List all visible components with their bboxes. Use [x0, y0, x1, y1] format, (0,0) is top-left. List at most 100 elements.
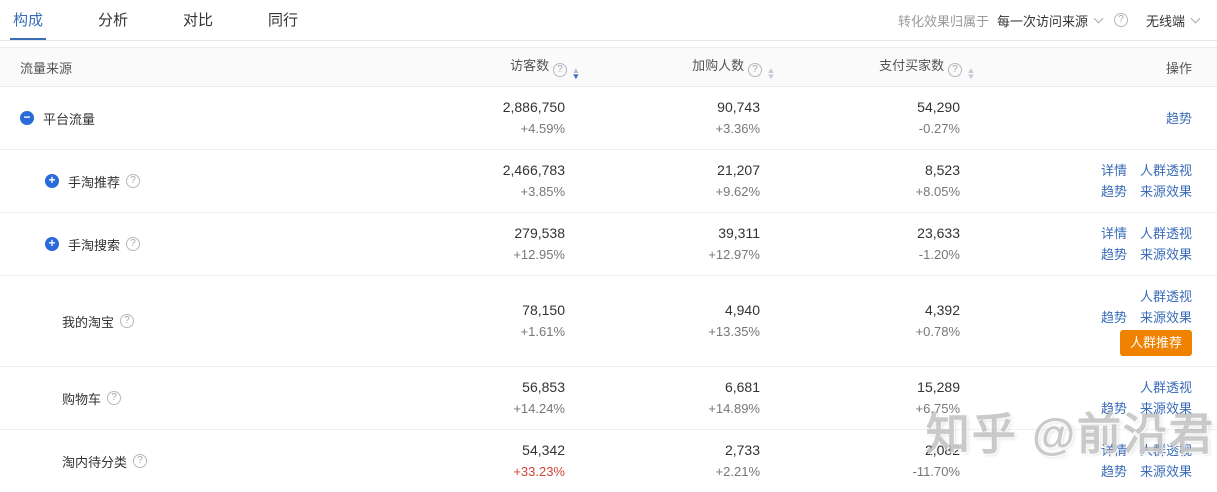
- visitors-cell: 2,466,783 +3.85%: [425, 160, 600, 202]
- tab-bar-tabs: 构成 分析 对比 同行: [10, 0, 301, 40]
- action-link-人群透视[interactable]: 人群透视: [1139, 380, 1192, 395]
- help-icon[interactable]: ?: [748, 62, 763, 77]
- action-link-人群透视[interactable]: 人群透视: [1139, 226, 1192, 241]
- help-icon[interactable]: ?: [120, 314, 135, 328]
- device-select-value: 无线端: [1145, 13, 1185, 29]
- help-icon[interactable]: ?: [133, 454, 148, 468]
- action-link-趋势[interactable]: 趋势: [1100, 310, 1127, 325]
- buyers-delta: +0.78%: [915, 324, 960, 339]
- action-link-来源效果[interactable]: 来源效果: [1139, 247, 1192, 262]
- cart-value: 39,311: [718, 225, 760, 241]
- expand-plus-icon[interactable]: +: [45, 174, 59, 188]
- device-select[interactable]: 无线端: [1145, 11, 1201, 30]
- buyers-cell: 2,082 -11.70%: [795, 440, 995, 482]
- column-header-visitors-label: 访客数: [510, 57, 550, 73]
- visitors-cell: 54,342 +33.23%: [425, 440, 600, 482]
- action-link-趋势[interactable]: 趋势: [1100, 401, 1127, 416]
- action-link-来源效果[interactable]: 来源效果: [1139, 464, 1192, 479]
- visitors-delta: +1.61%: [520, 324, 565, 339]
- action-link-来源效果[interactable]: 来源效果: [1139, 310, 1192, 325]
- action-link-人群透视[interactable]: 人群透视: [1139, 163, 1192, 178]
- tab-对比[interactable]: 对比: [183, 11, 214, 29]
- cart-delta: +9.62%: [715, 184, 760, 199]
- help-icon[interactable]: ?: [107, 391, 122, 405]
- visitors-delta: +14.24%: [513, 401, 565, 416]
- help-icon[interactable]: ?: [553, 62, 568, 77]
- help-icon[interactable]: ?: [126, 237, 141, 251]
- tab-构成[interactable]: 构成: [10, 0, 47, 40]
- action-link-趋势[interactable]: 趋势: [1165, 110, 1192, 126]
- tab-分析[interactable]: 分析: [98, 11, 129, 29]
- source-label: 手淘搜索: [68, 237, 121, 253]
- sort-desc-icon[interactable]: ▼: [966, 71, 976, 81]
- sort-control-buyers[interactable]: ▲ ▼: [966, 65, 976, 81]
- tab-bar: 构成 分析 对比 同行 转化效果归属于 每一次访问来源 ? 无线端: [0, 0, 1217, 41]
- source-label: 淘内待分类: [62, 454, 128, 470]
- cart-delta: +13.35%: [708, 324, 760, 339]
- action-link-详情[interactable]: 详情: [1100, 163, 1127, 178]
- action-line: 详情 人群透视: [995, 160, 1192, 181]
- cart-delta: +12.97%: [708, 247, 760, 262]
- cart-value: 4,940: [724, 302, 760, 318]
- help-icon[interactable]: ?: [126, 174, 141, 188]
- actions-cell: 详情 人群透视 趋势 来源效果: [995, 223, 1217, 265]
- table-row: 淘内待分类 ? 54,342 +33.23% 2,733 +2.21% 2,08…: [0, 430, 1217, 492]
- action-link-趋势[interactable]: 趋势: [1100, 247, 1127, 262]
- action-link-人群透视[interactable]: 人群透视: [1139, 443, 1192, 458]
- source-label: 购物车: [62, 391, 102, 407]
- cart-cell: 2,733 +2.21%: [600, 440, 795, 482]
- action-line: 详情 人群透视: [995, 440, 1192, 461]
- action-link-来源效果[interactable]: 来源效果: [1139, 184, 1192, 199]
- action-line: 趋势 来源效果: [995, 244, 1192, 265]
- buyers-cell: 8,523 +8.05%: [795, 160, 995, 202]
- chevron-down-icon: [1093, 13, 1104, 23]
- action-link-人群透视[interactable]: 人群透视: [1139, 289, 1192, 304]
- action-link-详情[interactable]: 详情: [1100, 226, 1127, 241]
- buyers-cell: 54,290 -0.27%: [795, 97, 995, 139]
- source-label: 平台流量: [43, 111, 96, 127]
- sort-control-cart[interactable]: ▲ ▼: [766, 65, 776, 81]
- expand-plus-icon[interactable]: +: [45, 237, 59, 251]
- visitors-delta: +3.85%: [520, 184, 565, 199]
- cart-cell: 6,681 +14.89%: [600, 377, 795, 419]
- table-row: 我的淘宝 ? 78,150 +1.61% 4,940 +13.35% 4,392…: [0, 276, 1217, 367]
- badge-人群推荐[interactable]: 人群推荐: [1119, 330, 1192, 356]
- help-icon[interactable]: ?: [948, 62, 963, 77]
- sort-asc-icon[interactable]: ▲: [571, 65, 581, 75]
- table-row: + 手淘推荐 ? 2,466,783 +3.85% 21,207 +9.62% …: [0, 150, 1217, 213]
- action-line: 人群推荐: [995, 328, 1192, 356]
- cart-value: 90,743: [717, 99, 760, 115]
- cart-cell: 39,311 +12.97%: [600, 223, 795, 265]
- source-cell: + 手淘推荐 ?: [0, 172, 425, 191]
- buyers-delta: +8.05%: [915, 184, 960, 199]
- help-icon[interactable]: ?: [1113, 13, 1128, 27]
- collapse-minus-icon[interactable]: −: [20, 111, 34, 125]
- attribution-select[interactable]: 每一次访问来源: [997, 11, 1104, 30]
- column-header-cart: 加购人数? ▲ ▼: [600, 55, 795, 81]
- sort-desc-icon[interactable]: ▼: [766, 71, 776, 81]
- buyers-delta: -11.70%: [912, 464, 960, 479]
- visitors-value: 2,886,750: [502, 99, 565, 115]
- buyers-delta: -0.27%: [918, 121, 960, 136]
- visitors-delta: +12.95%: [513, 247, 565, 262]
- sort-asc-icon[interactable]: ▲: [766, 65, 776, 75]
- chevron-down-icon: [1190, 13, 1201, 23]
- top-toolbar: 转化效果归属于 每一次访问来源 ? 无线端: [898, 11, 1201, 30]
- action-line: 趋势 来源效果: [995, 398, 1192, 419]
- traffic-source-panel: 构成 分析 对比 同行 转化效果归属于 每一次访问来源 ? 无线端 流量来源 访客数?…: [0, 0, 1217, 479]
- action-link-来源效果[interactable]: 来源效果: [1139, 401, 1192, 416]
- sort-asc-icon[interactable]: ▲: [966, 65, 976, 75]
- visitors-value: 279,538: [514, 225, 565, 241]
- visitors-value: 56,853: [522, 379, 565, 395]
- action-link-趋势[interactable]: 趋势: [1100, 184, 1127, 199]
- sort-control-visitors[interactable]: ▲ ▼: [571, 65, 581, 81]
- visitors-cell: 2,886,750 +4.59%: [425, 97, 600, 139]
- tab-同行[interactable]: 同行: [268, 11, 299, 29]
- action-link-详情[interactable]: 详情: [1100, 443, 1127, 458]
- sort-desc-icon[interactable]: ▼: [571, 71, 581, 81]
- source-cell: − 平台流量: [0, 109, 425, 128]
- column-header-buyers-label: 支付买家数: [879, 57, 945, 73]
- buyers-cell: 15,289 +6.75%: [795, 377, 995, 419]
- actions-cell: 人群透视 趋势 来源效果: [995, 377, 1217, 419]
- action-link-趋势[interactable]: 趋势: [1100, 464, 1127, 479]
